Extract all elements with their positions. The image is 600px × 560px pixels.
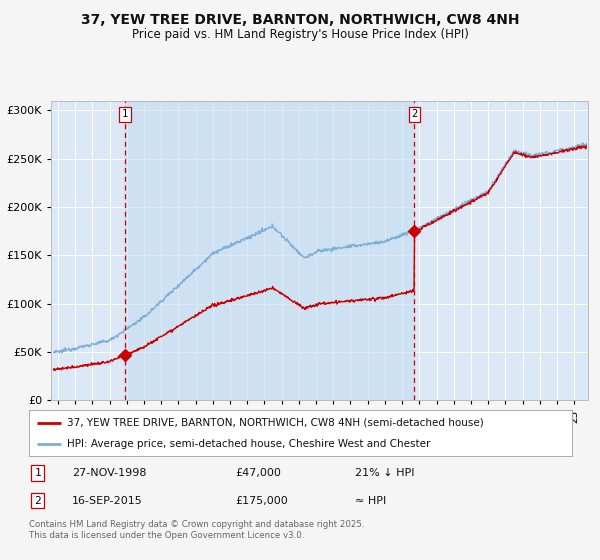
Text: Price paid vs. HM Land Registry's House Price Index (HPI): Price paid vs. HM Land Registry's House … <box>131 28 469 41</box>
Text: ≈ HPI: ≈ HPI <box>355 496 386 506</box>
Text: 2: 2 <box>34 496 41 506</box>
Text: 1: 1 <box>122 109 128 119</box>
Text: 1: 1 <box>34 468 41 478</box>
Text: 16-SEP-2015: 16-SEP-2015 <box>72 496 143 506</box>
Text: 2: 2 <box>411 109 418 119</box>
Text: 27-NOV-1998: 27-NOV-1998 <box>72 468 147 478</box>
Text: 21% ↓ HPI: 21% ↓ HPI <box>355 468 414 478</box>
Text: 37, YEW TREE DRIVE, BARNTON, NORTHWICH, CW8 4NH: 37, YEW TREE DRIVE, BARNTON, NORTHWICH, … <box>81 13 519 27</box>
Bar <box>125 101 415 400</box>
Text: HPI: Average price, semi-detached house, Cheshire West and Chester: HPI: Average price, semi-detached house,… <box>67 439 430 449</box>
Text: £47,000: £47,000 <box>235 468 281 478</box>
Text: 37, YEW TREE DRIVE, BARNTON, NORTHWICH, CW8 4NH (semi-detached house): 37, YEW TREE DRIVE, BARNTON, NORTHWICH, … <box>67 418 484 428</box>
Text: £175,000: £175,000 <box>235 496 288 506</box>
Text: Contains HM Land Registry data © Crown copyright and database right 2025.
This d: Contains HM Land Registry data © Crown c… <box>29 520 364 540</box>
